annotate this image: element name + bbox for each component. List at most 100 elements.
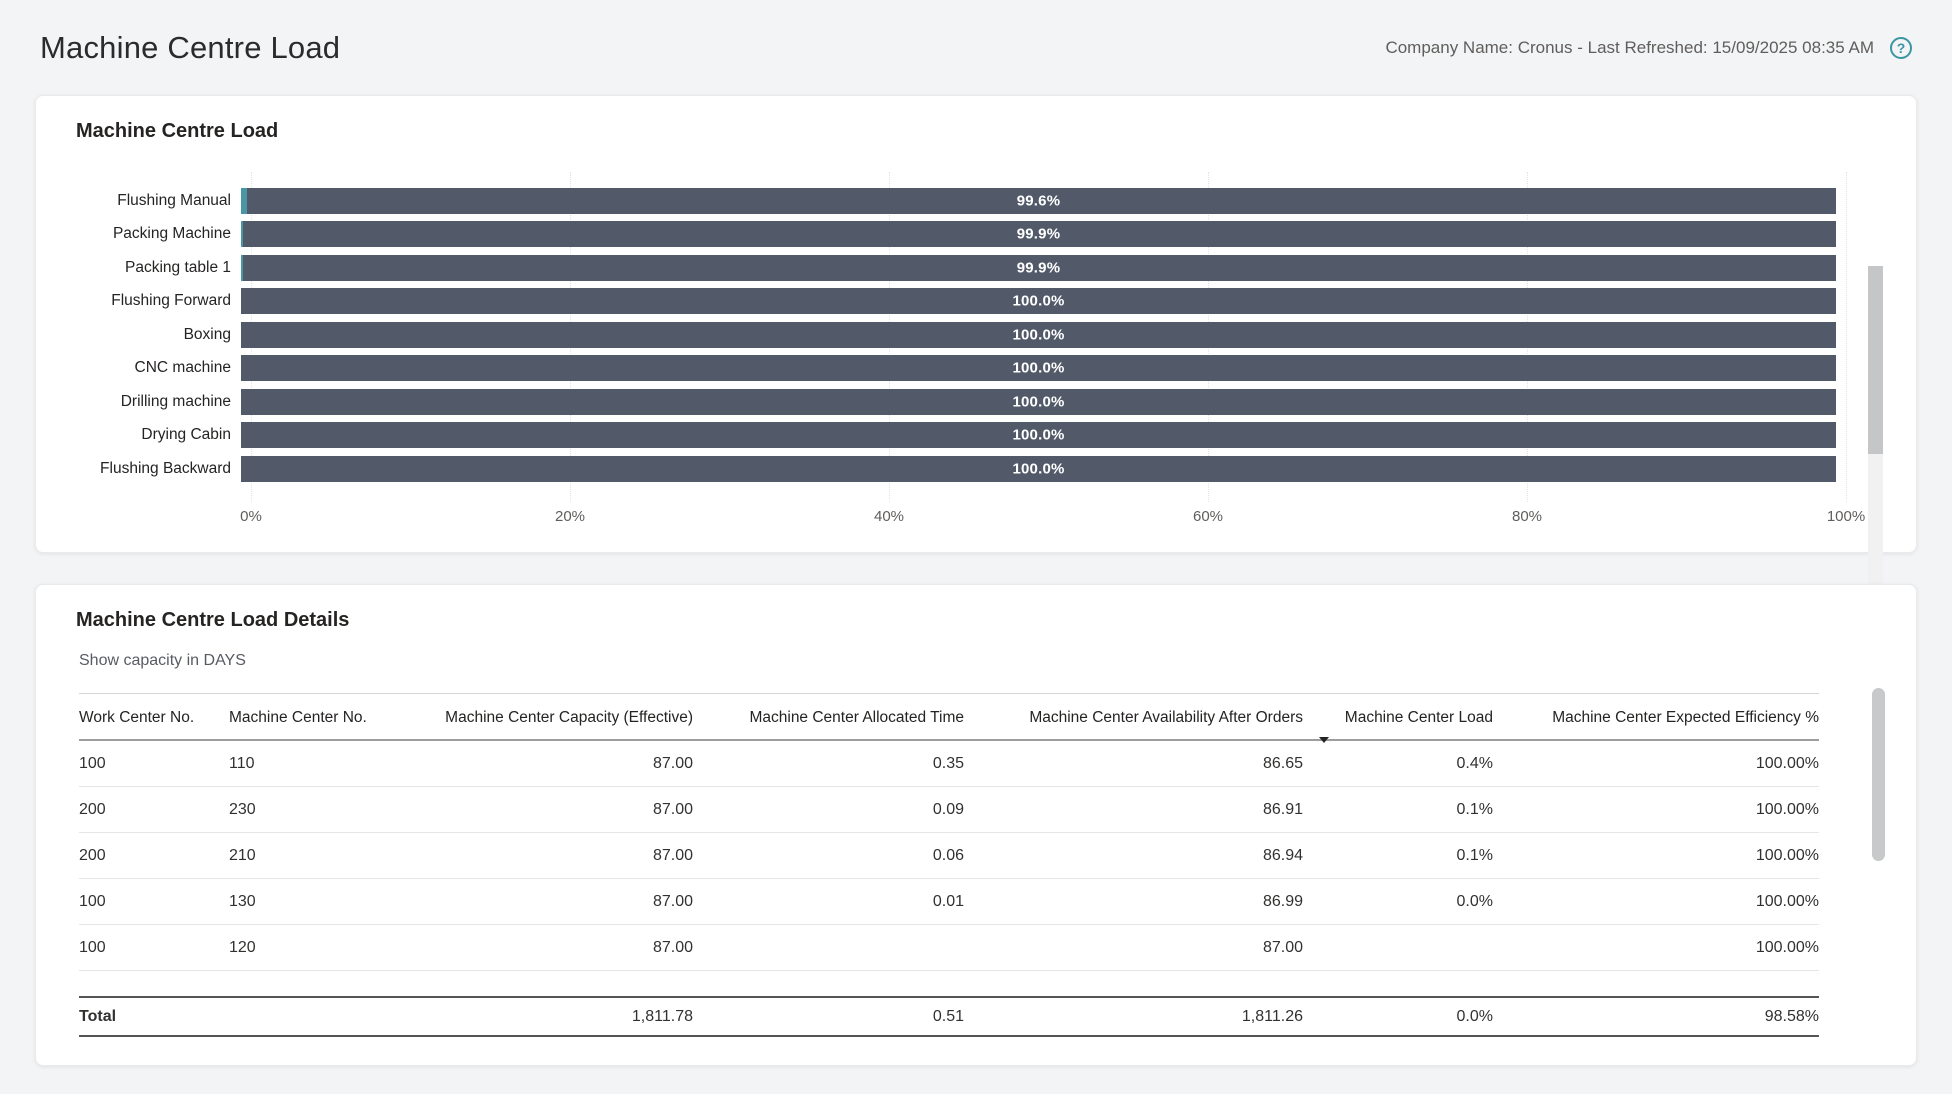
table-cell: 87.00 [1262,938,1303,956]
table-row: 200 230 87.00 0.09 86.91 0.1% 100.00% [79,787,1819,833]
table-cell: 100.00% [1755,754,1819,772]
bar-category-label: Drilling machine [120,392,231,410]
table-cell: 100.00% [1755,938,1819,956]
bar-drilling-machine[interactable]: 100.0% [241,388,1836,415]
table-cell: 230 [229,800,256,818]
table-header-row: Work Center No. Machine Center No. Machine… [79,694,1819,743]
chart-card-title: Machine Centre Load [76,120,279,142]
chart-row: Flushing Backward 100.0% [36,452,1916,486]
table-top-rule [79,693,1819,694]
show-capacity-in-days-toggle[interactable]: Show capacity in DAYS [79,652,246,669]
header-meta-group: Company Name: Cronus - Last Refreshed: 1… [1385,36,1912,59]
bar-category-label: Flushing Backward [100,459,231,477]
page-title: Machine Centre Load [40,29,341,65]
table-cell: 200 [79,846,106,864]
bar-value-label: 100.0% [1012,393,1065,411]
total-cell: 0.51 [932,1007,964,1025]
bar-segment-load [242,254,1836,281]
column-header-machine-center-no-[interactable]: Machine Center No. [229,708,367,726]
machine-centre-load-details-card: Machine Centre Load Details Show capacit… [35,584,1917,1066]
table-body: 100 110 87.00 0.35 86.65 0.4% 100.00% 200 230 87.… [79,741,1819,971]
bar-flushing-forward[interactable]: 100.0% [241,288,1836,315]
table-cell: 100 [79,892,106,910]
table-cell: 0.1% [1456,846,1493,864]
bar-segment-load [241,388,1836,415]
table-cell: 86.65 [1262,754,1303,772]
chart-row: Flushing Forward 100.0% [36,285,1916,319]
table-cell: 100 [79,754,106,772]
bar-value-label: 100.0% [1012,359,1065,377]
column-header-machine-center-availability-after-orders[interactable]: Machine Center Availability After Orders [1029,708,1303,726]
bar-category-label: Flushing Forward [111,292,231,310]
bar-value-label: 100.0% [1012,326,1065,344]
total-cell: 1,811.26 [1241,1007,1303,1025]
x-axis-tick-label: 100% [1826,507,1866,525]
bar-value-label: 99.9% [1016,259,1061,277]
table-cell: 200 [79,800,106,818]
bar-segment-remainder [241,187,248,214]
total-cell: Total [79,1007,117,1025]
table-row: 100 120 87.00 87.00 100.00% [79,925,1819,971]
table-cell: 87.00 [652,892,693,910]
bar-packing-machine[interactable]: 99.9% [241,221,1836,248]
chart-row: Drilling machine 100.0% [36,385,1916,419]
bar-packing-table-1[interactable]: 99.9% [241,254,1836,281]
column-header-machine-center-capacity-effective-[interactable]: Machine Center Capacity (Effective) [445,708,693,726]
table-cell: 87.00 [652,846,693,864]
bar-category-label: Drying Cabin [141,426,231,444]
column-header-work-center-no-[interactable]: Work Center No. [79,708,195,726]
chart-row: Packing table 1 99.9% [36,251,1916,285]
column-header-machine-center-load[interactable]: Machine Center Load [1303,707,1493,743]
column-header-machine-center-allocated-time[interactable]: Machine Center Allocated Time [749,708,964,726]
bar-category-label: Packing Machine [112,225,231,243]
table-cell: 110 [229,754,255,772]
bar-drying-cabin[interactable]: 100.0% [241,422,1836,449]
table-cell: 86.91 [1262,800,1303,818]
bar-cnc-machine[interactable]: 100.0% [241,355,1836,382]
details-table: Work Center No. Machine Center No. Machine… [79,693,1819,1037]
column-header-machine-center-expected-efficiency-[interactable]: Machine Center Expected Efficiency % [1552,708,1819,726]
table-cell: 87.00 [652,800,693,818]
table-cell: 0.01 [932,892,964,910]
bar-segment-load [241,288,1836,315]
table-row: 200 210 87.00 0.06 86.94 0.1% 100.00% [79,833,1819,879]
help-icon[interactable]: ? [1890,36,1912,59]
bar-segment-load [241,355,1836,382]
table-cell: 100.00% [1755,846,1819,864]
bar-value-label: 100.0% [1012,292,1065,310]
page-header: Machine Centre Load Company Name: Cronus… [0,0,1952,95]
chart-scrollbar[interactable] [1868,266,1883,609]
bar-value-label: 99.6% [1016,192,1061,210]
table-row: 100 130 87.00 0.01 86.99 0.0% 100.00% [79,879,1819,925]
table-cell: 0.35 [932,754,964,772]
x-axis-tick-label: 40% [873,507,905,525]
table-cell: 0.0% [1456,892,1493,910]
chart-row: CNC machine 100.0% [36,352,1916,386]
sort-descending-icon [1319,736,1329,743]
table-cell: 120 [229,938,256,956]
total-cell: 0.0% [1456,1007,1493,1025]
bar-category-label: CNC machine [134,359,231,377]
bar-flushing-manual[interactable]: 99.6% [241,187,1836,214]
table-cell: 100.00% [1755,800,1819,818]
table-cell: 210 [229,846,256,864]
chart-x-axis: 0% 20% 40% 60% 80% 100% [240,507,1865,532]
chart-row: Flushing Manual 99.6% [36,184,1916,218]
x-axis-tick-label: 80% [1511,507,1543,525]
bar-segment-load [242,221,1836,248]
table-cell: 86.94 [1262,846,1303,864]
table-cell: 0.4% [1456,754,1493,772]
bar-segment-load [247,187,1836,214]
bar-segment-load [241,321,1836,348]
bar-flushing-backward[interactable]: 100.0% [241,455,1836,482]
table-cell: 130 [229,892,256,910]
chart-row: Boxing 100.0% [36,318,1916,352]
bar-value-label: 99.9% [1016,225,1061,243]
table-cell: 0.1% [1456,800,1493,818]
table-scrollbar-thumb[interactable] [1872,688,1885,861]
bar-segment-remainder [241,221,243,248]
bar-boxing[interactable]: 100.0% [241,321,1836,348]
x-axis-tick-label: 60% [1192,507,1224,525]
chart-scrollbar-thumb[interactable] [1868,266,1883,454]
machine-centre-load-chart-card: Machine Centre Load Flushing Manual 99.6%… [35,95,1917,609]
